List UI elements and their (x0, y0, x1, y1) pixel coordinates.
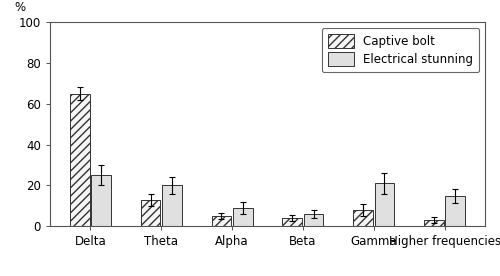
Bar (233, 208, 252, 226)
Legend: Captive bolt, Electrical stunning: Captive bolt, Electrical stunning (322, 28, 479, 72)
Bar (212, 216, 232, 226)
Bar (282, 218, 302, 226)
Text: %: % (14, 1, 25, 14)
Bar (304, 214, 324, 226)
Bar (70, 94, 89, 226)
Bar (354, 210, 373, 226)
Bar (374, 184, 394, 226)
Bar (162, 185, 182, 226)
Bar (424, 220, 444, 226)
Bar (91, 175, 111, 226)
Bar (140, 200, 160, 226)
Bar (446, 196, 465, 226)
